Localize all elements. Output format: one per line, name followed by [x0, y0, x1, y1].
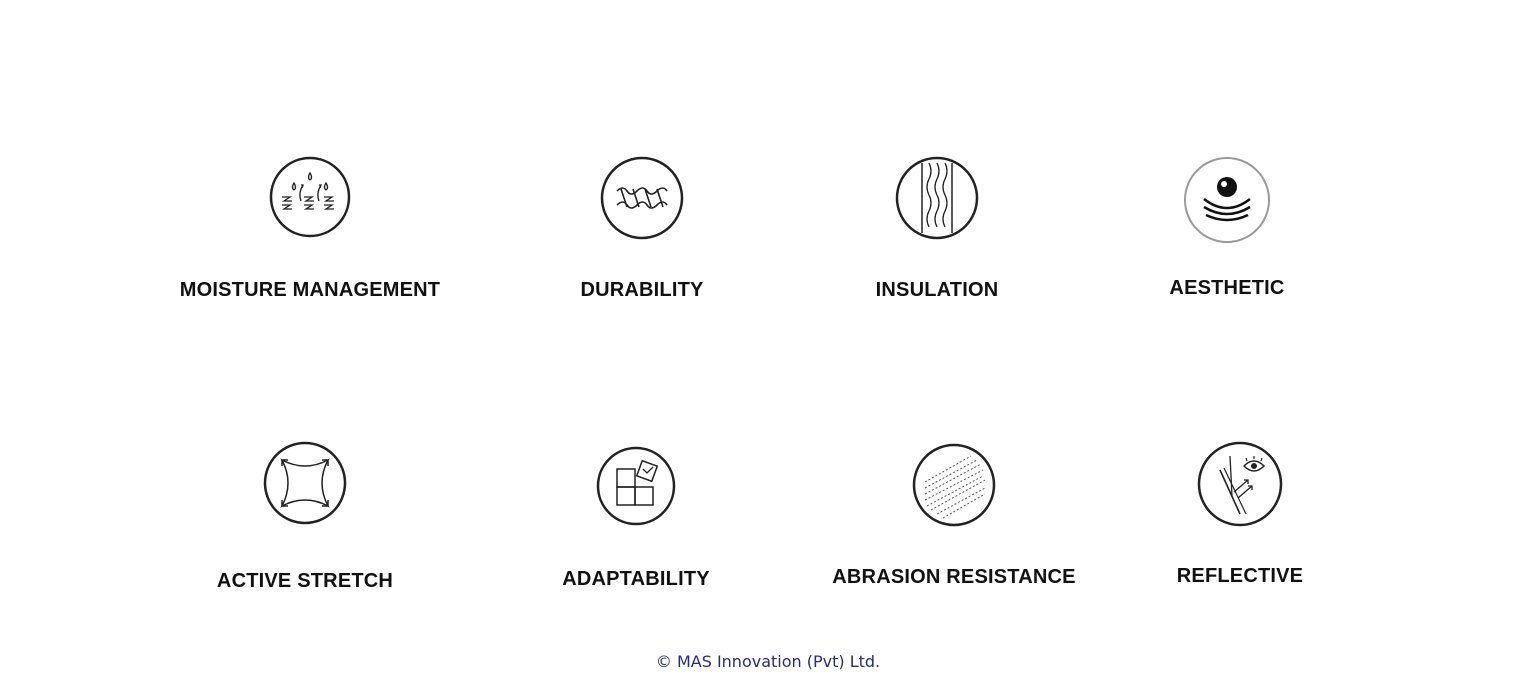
- aesthetic-icon: [1182, 155, 1272, 245]
- feature-label-durability: DURABILITY: [580, 279, 704, 301]
- durability-icon: [599, 155, 685, 241]
- feature-label-aesthetic: AESTHETIC: [1169, 277, 1285, 299]
- active-stretch-icon: [262, 440, 348, 526]
- feature-aesthetic: AESTHETIC: [1077, 155, 1377, 315]
- reflective-icon: [1196, 440, 1284, 528]
- feature-label-active-stretch: ACTIVE STRETCH: [216, 570, 394, 592]
- feature-reflective: REFLECTIVE: [1090, 440, 1390, 600]
- insulation-icon: [894, 155, 980, 241]
- feature-abrasion-resistance: ABRASION RESISTANCE: [804, 442, 1104, 602]
- feature-active-stretch: ACTIVE STRETCH: [155, 440, 455, 600]
- feature-label-moisture-management: MOISTURE MANAGEMENT: [179, 279, 441, 301]
- feature-adaptability: ADAPTABILITY: [486, 445, 786, 605]
- adaptability-icon: [595, 445, 677, 527]
- feature-moisture-management: MOISTURE MANAGEMENT: [160, 155, 460, 315]
- footer-copyright: © MAS Innovation (Pvt) Ltd.: [655, 652, 881, 671]
- feature-durability: DURABILITY: [492, 155, 792, 315]
- feature-label-adaptability: ADAPTABILITY: [562, 568, 710, 590]
- moisture-management-icon: [268, 155, 352, 239]
- feature-label-insulation: INSULATION: [875, 279, 999, 301]
- feature-label-reflective: REFLECTIVE: [1176, 565, 1304, 587]
- feature-label-abrasion-resistance: ABRASION RESISTANCE: [832, 566, 1076, 588]
- abrasion-resistance-icon: [911, 442, 997, 528]
- feature-insulation: INSULATION: [787, 155, 1087, 315]
